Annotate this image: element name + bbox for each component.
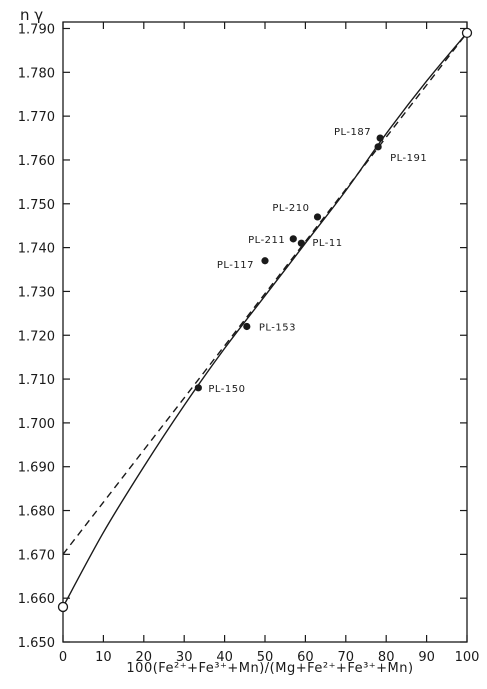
solid-curve — [62, 32, 468, 608]
point-label: PL-210 — [272, 203, 309, 214]
y-tick-label: 1.760 — [18, 154, 55, 169]
data-points — [57, 27, 473, 613]
point-label: PL-117 — [217, 260, 254, 271]
y-tick-label: 1.790 — [18, 23, 55, 38]
y-tick-label: 1.710 — [18, 373, 55, 388]
y-tick-label: 1.740 — [18, 242, 55, 257]
endpoint-marker — [461, 27, 473, 39]
y-tick-label: 1.680 — [18, 505, 55, 520]
x-tick-label: 60 — [297, 650, 314, 665]
y-tick-label: 1.660 — [18, 592, 55, 607]
point-label: PL-153 — [259, 322, 296, 333]
point-label: PL-187 — [334, 127, 371, 138]
y-tick-label: 1.670 — [18, 548, 55, 563]
x-tick-label: 0 — [59, 650, 67, 665]
dashed-line — [62, 32, 468, 555]
y-tick-label: 1.650 — [18, 636, 55, 651]
data-point — [374, 143, 382, 151]
y-tick-label: 1.770 — [18, 110, 55, 125]
point-label: PL-191 — [390, 153, 427, 164]
x-tick-label: 80 — [378, 650, 395, 665]
x-axis-label: 100(Fe²⁺+Fe³⁺+Mn)/(Mg+Fe²⁺+Fe³⁺+Mn) — [126, 661, 413, 676]
y-tick-label: 1.720 — [18, 329, 55, 344]
axes: 0 10 20 30 40 50 60 70 80 90 100 1.650 1.660 1.670 1.6… — [18, 21, 480, 665]
data-point — [261, 257, 269, 265]
point-labels: PL-150 PL-153 PL-117 PL-211 PL-11 PL-210 PL-18… — [208, 127, 427, 395]
x-tick-label: 30 — [176, 650, 193, 665]
y-tick-label: 1.750 — [18, 198, 55, 213]
point-label: PL-211 — [248, 235, 285, 246]
x-tick-label: 50 — [257, 650, 274, 665]
data-point — [313, 213, 322, 221]
point-label: PL-150 — [208, 384, 245, 395]
y-tick-label: 1.700 — [18, 417, 55, 432]
x-tick-label: 70 — [338, 650, 355, 665]
y-tick-label: 1.730 — [18, 285, 55, 300]
data-point — [376, 134, 384, 142]
curves — [62, 32, 468, 608]
data-point — [289, 235, 297, 243]
point-label: PL-11 — [312, 238, 342, 249]
endpoint-marker — [57, 601, 69, 613]
x-tick-label: 20 — [136, 650, 153, 665]
data-point — [243, 322, 251, 331]
y-tick-label: 1.780 — [18, 66, 55, 81]
y-tick-label: 1.690 — [18, 461, 55, 476]
y-axis-label: n γ — [20, 6, 43, 24]
x-tick-label: 100 — [455, 650, 480, 665]
x-tick-label: 10 — [95, 650, 112, 665]
data-point — [194, 384, 202, 392]
data-point — [297, 239, 305, 247]
x-tick-label: 90 — [418, 650, 435, 665]
x-tick-label: 40 — [216, 650, 233, 665]
